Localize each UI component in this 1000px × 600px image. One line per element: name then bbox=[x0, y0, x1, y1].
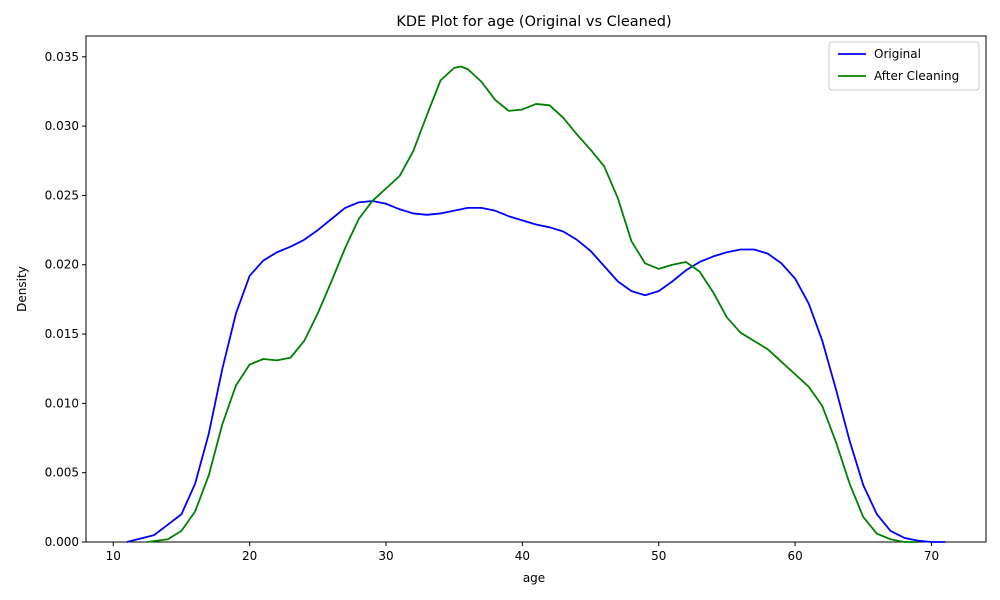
y-tick-label: 0.020 bbox=[45, 258, 79, 272]
x-tick-label: 40 bbox=[515, 549, 530, 563]
x-tick-label: 30 bbox=[378, 549, 393, 563]
x-tick-label: 20 bbox=[242, 549, 257, 563]
y-axis: 0.000 0.005 0.010 0.015 0.020 0.025 0.030 0.035 bbox=[45, 50, 86, 549]
x-tick-label: 50 bbox=[651, 549, 666, 563]
chart-title: KDE Plot for age (Original vs Cleaned) bbox=[396, 14, 671, 30]
y-tick-label: 0.015 bbox=[45, 327, 79, 341]
y-tick-label: 0.000 bbox=[45, 535, 79, 549]
y-axis-label: Density bbox=[15, 266, 29, 312]
legend-frame bbox=[828, 41, 980, 91]
y-tick-label: 0.035 bbox=[45, 50, 79, 64]
legend: Original After Cleaning bbox=[828, 41, 980, 91]
y-tick-label: 0.010 bbox=[45, 396, 79, 410]
series-line-original bbox=[126, 200, 946, 543]
x-tick-label: 60 bbox=[787, 549, 802, 563]
y-tick-label: 0.005 bbox=[45, 466, 79, 480]
series-line-after-cleaning bbox=[147, 65, 918, 543]
x-axis: 10 20 30 40 50 60 70 bbox=[106, 542, 939, 563]
series-lines bbox=[126, 65, 946, 543]
legend-label-original: Original bbox=[874, 47, 921, 61]
y-tick-label: 0.025 bbox=[45, 188, 79, 202]
x-tick-label: 70 bbox=[924, 549, 939, 563]
legend-label-after-cleaning: After Cleaning bbox=[874, 69, 959, 83]
x-tick-label: 10 bbox=[106, 549, 121, 563]
axes-frame bbox=[85, 35, 987, 543]
plot-area: 10 20 30 40 50 60 70 0.000 0.005 0.010 0.015 0.020… bbox=[45, 35, 987, 563]
y-tick-label: 0.030 bbox=[45, 119, 79, 133]
x-axis-label: age bbox=[523, 571, 545, 585]
